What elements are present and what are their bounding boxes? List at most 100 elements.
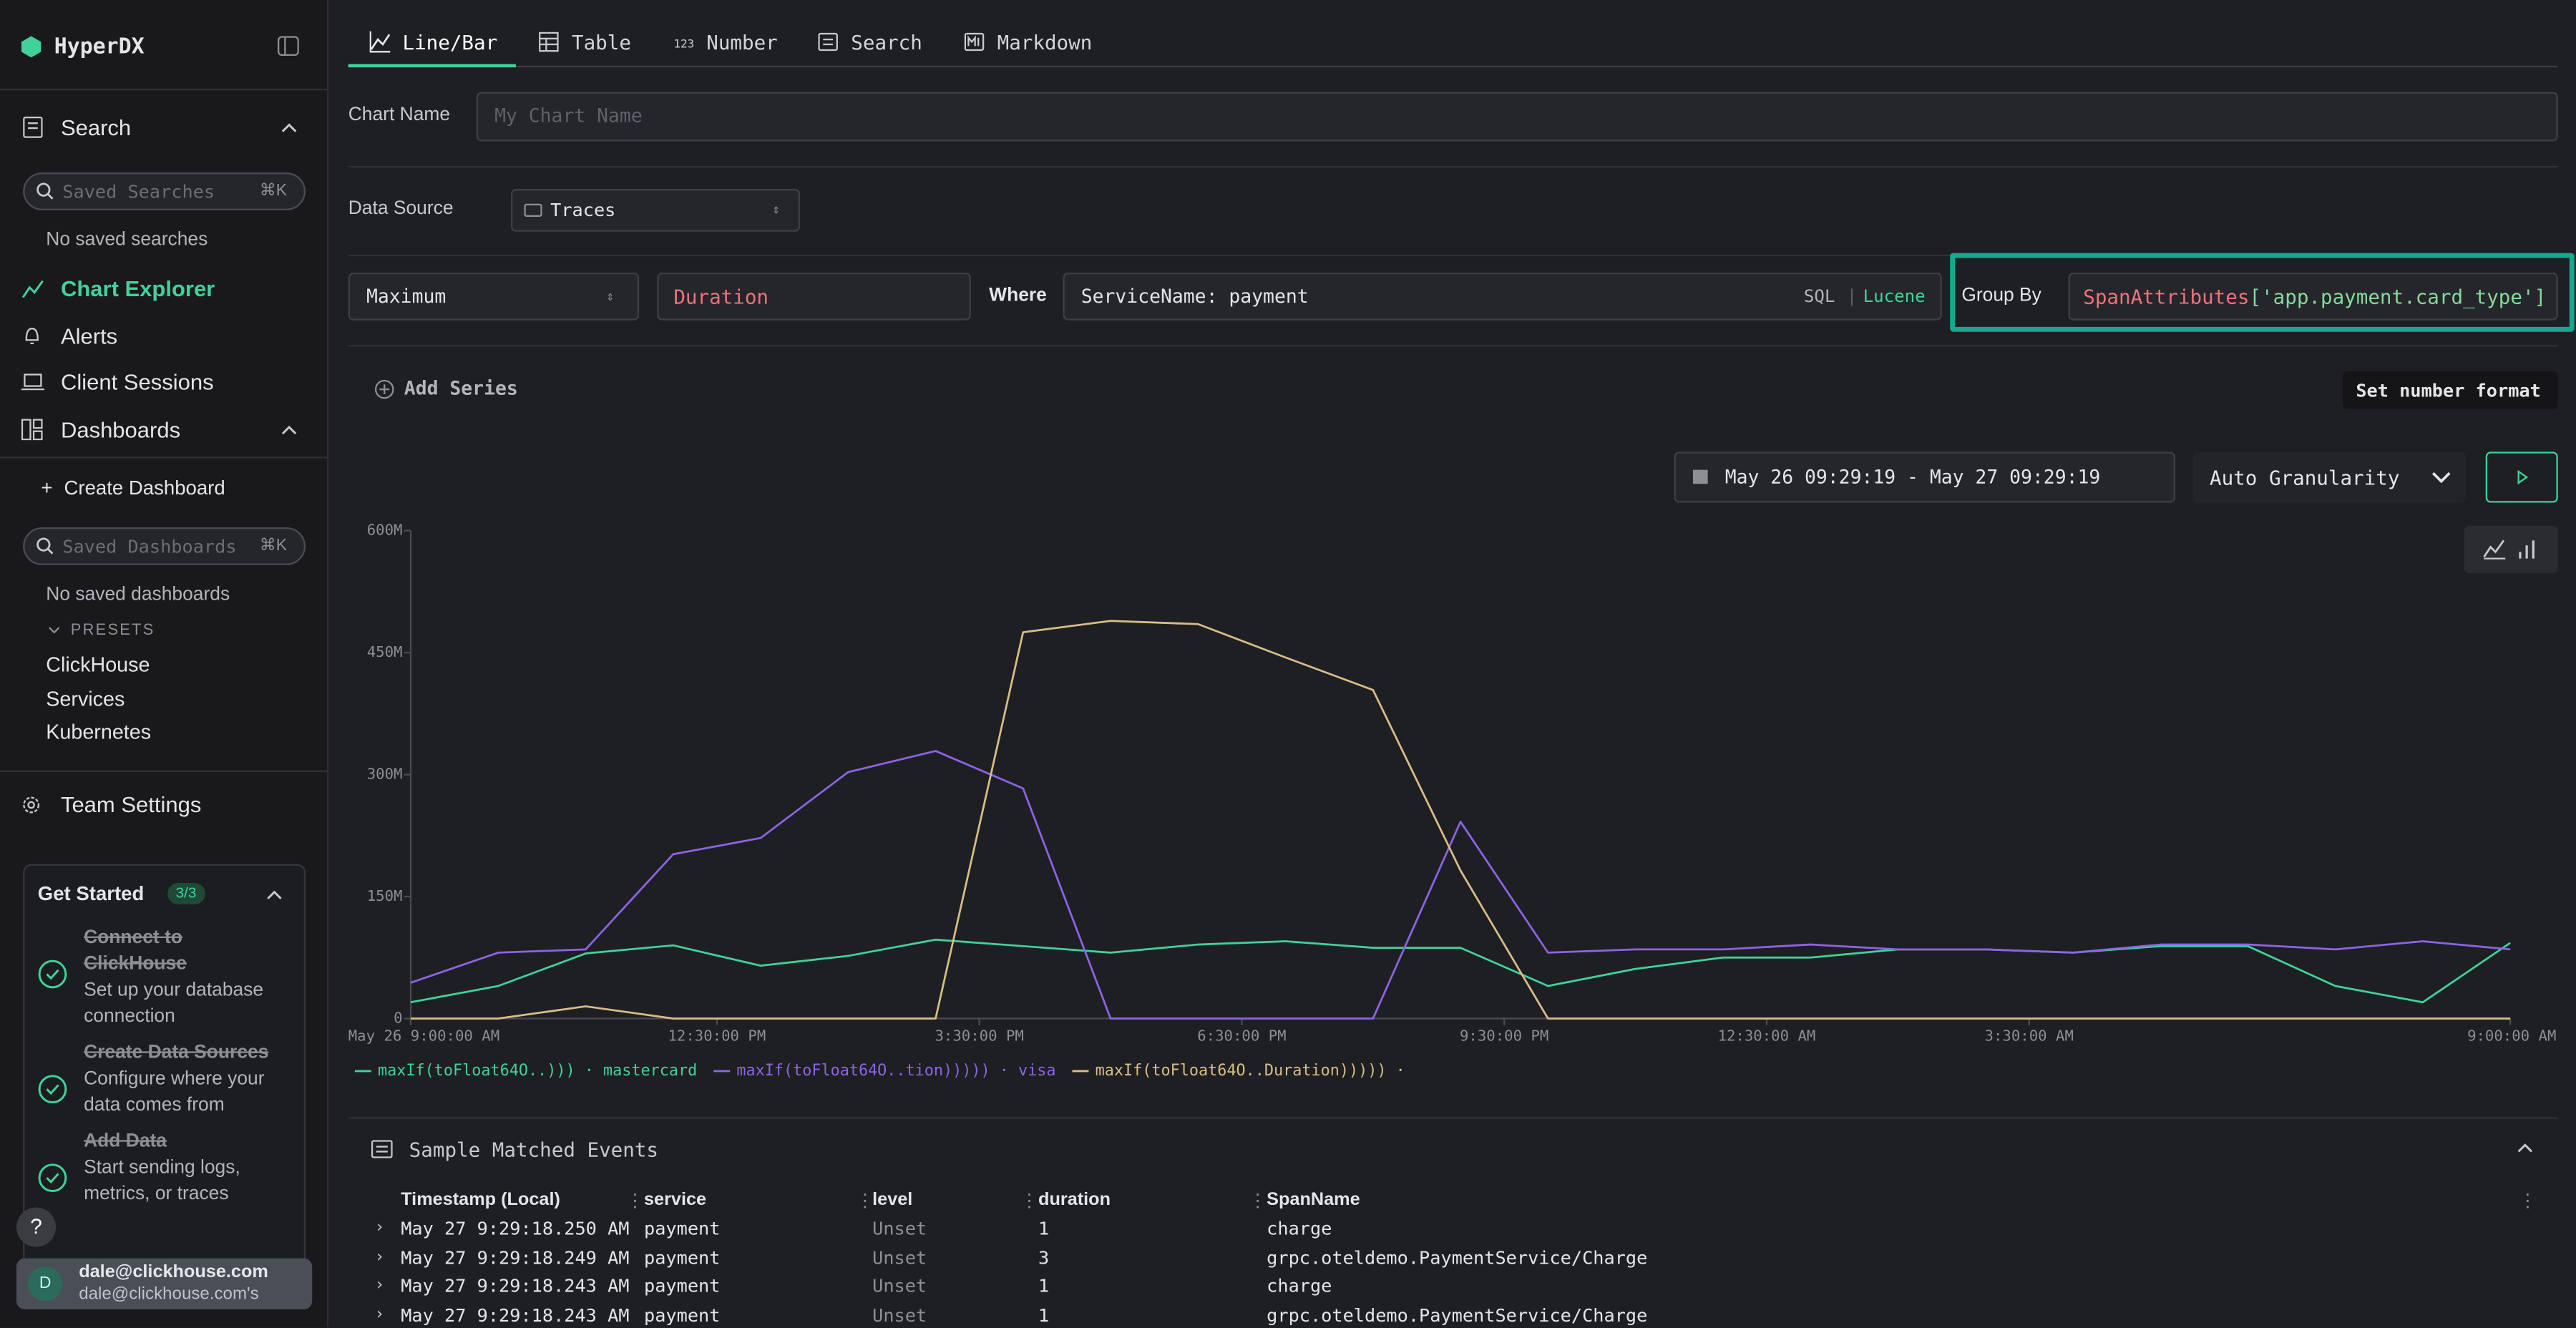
chevron[interactable] [266,889,283,900]
step-description: Set up your database connection [84,979,289,1030]
chevron [2431,472,2451,484]
cell: May 27 9:29:18.243 AM [401,1278,629,1296]
nav-link[interactable]: Alerts [61,326,117,348]
cell: Unset [872,1278,927,1296]
language-toggle[interactable]: Lucene [1863,289,1926,306]
where-label: Where [989,288,1047,306]
chevron[interactable] [281,424,298,435]
cell: May 27 9:29:18.243 AM [401,1307,629,1324]
group-by-function: SpanAttributes [2083,288,2249,308]
calendar-icon [1692,468,1709,484]
y-tick-label: 150M [367,887,403,904]
chevron[interactable] [2517,1142,2533,1153]
add-series[interactable]: Add Series [404,380,518,399]
tab-icon: 123 [673,31,696,53]
empty-note: No saved searches [46,232,208,250]
tab-icon [818,31,841,53]
chevron[interactable] [48,626,61,636]
x-tick-label: 3:30:00 AM [1985,1027,2074,1045]
presets-label: PRESETS [71,623,155,639]
tab-icon [370,31,393,53]
tab[interactable]: Markdown [997,33,1093,53]
brand: HyperDX [54,37,145,59]
column-menu[interactable]: ⋮ [1249,1192,1267,1210]
row-expand[interactable]: › [374,1249,384,1266]
group-by-label: Group By [1961,288,2041,306]
user-name: dale@clickhouse.com [79,1264,268,1282]
card-title: Get Started [38,884,145,904]
x-tick-label: May 26 9:00:00 AM [348,1027,499,1045]
x-tick-label: 12:30:00 PM [668,1027,766,1045]
divider [348,345,2558,346]
divider [0,456,328,458]
y-tick-label: 300M [367,766,403,783]
where-value: ServiceName: payment [1081,288,1309,306]
select-value: Traces [550,201,615,219]
column-header: SpanName [1267,1192,1360,1210]
cell: Unset [872,1249,927,1266]
column-menu[interactable]: ⋮ [2519,1192,2537,1210]
x-tick-label: 9:00:00 AM [2467,1027,2556,1045]
list-icon [371,1140,393,1158]
tab[interactable]: Line/Bar [403,33,498,53]
chart-icon [21,279,44,299]
table-icon [524,202,542,217]
divider [0,89,328,90]
preset-link[interactable]: Kubernetes [46,723,151,743]
y-tick-label: 0 [394,1009,402,1026]
row-expand[interactable]: › [374,1279,384,1295]
plus: + [41,478,52,498]
logo-icon [21,36,42,58]
legend-label: maxIf(toFloat64O..tion))))) · visa [736,1062,1055,1080]
column-menu[interactable]: ⋮ [856,1192,874,1210]
chevron[interactable] [281,122,298,133]
chart-name-input[interactable] [477,92,2558,142]
row-expand[interactable]: › [374,1307,384,1324]
select-arrows: ⇕ [772,204,780,217]
check-icon [38,1075,67,1104]
sidebar: HyperDX Search Saved Searches ⌘K No save… [0,0,328,1327]
series-line [411,751,2510,1019]
nav-link[interactable]: Client Sessions [61,371,214,394]
column-header: duration [1038,1192,1111,1210]
help-button[interactable]: ? [16,1208,56,1247]
create-dashboard[interactable]: Create Dashboard [64,478,225,498]
tab[interactable]: Search [851,33,922,53]
tab[interactable]: Table [572,33,631,53]
language-toggle[interactable]: SQL [1804,289,1835,306]
divider [348,166,2558,167]
field-value: Duration [673,288,769,308]
row-expand[interactable]: › [374,1221,384,1237]
nav-link[interactable]: Team Settings [61,794,201,816]
shortcut: ⌘K [260,184,287,200]
preset-link[interactable]: Services [46,690,125,711]
button-label: Set number format [2356,382,2541,400]
chart: 0150M300M450M600MMay 26 9:00:00 AM12:30:… [328,509,2576,1093]
group-by-argument: ['app.payment.card_type'] [2249,288,2546,308]
nav-link[interactable]: Chart Explorer [61,278,215,301]
section-title: Sample Matched Events [409,1140,658,1160]
collapse-button[interactable] [278,36,299,57]
cell: charge [1267,1220,1332,1238]
step-description: Start sending logs, metrics, or traces [84,1156,289,1207]
cell: Unset [872,1307,927,1324]
tab[interactable]: Number [706,33,778,53]
column-menu[interactable]: ⋮ [1020,1192,1038,1210]
progress-badge: 3/3 [167,883,205,904]
shortcut: ⌘K [260,539,287,555]
legend-label: maxIf(toFloat64O..))) · mastercard [378,1062,697,1080]
tab-icon [965,31,987,53]
cell: grpc.oteldemo.PaymentService/Charge [1267,1249,1647,1266]
cell: payment [644,1307,720,1324]
tab-rule [348,66,2558,67]
preset-link[interactable]: ClickHouse [46,655,150,675]
avatar: D [28,1266,62,1301]
dashboard-icon [21,419,43,440]
empty-note: No saved dashboards [46,587,230,605]
check-icon [38,1163,67,1193]
select-value: Auto Granularity [2210,468,2399,488]
nav-link[interactable]: Dashboards [61,419,180,441]
column-menu[interactable]: ⋮ [626,1192,644,1210]
nav-search[interactable]: Search [61,117,131,140]
